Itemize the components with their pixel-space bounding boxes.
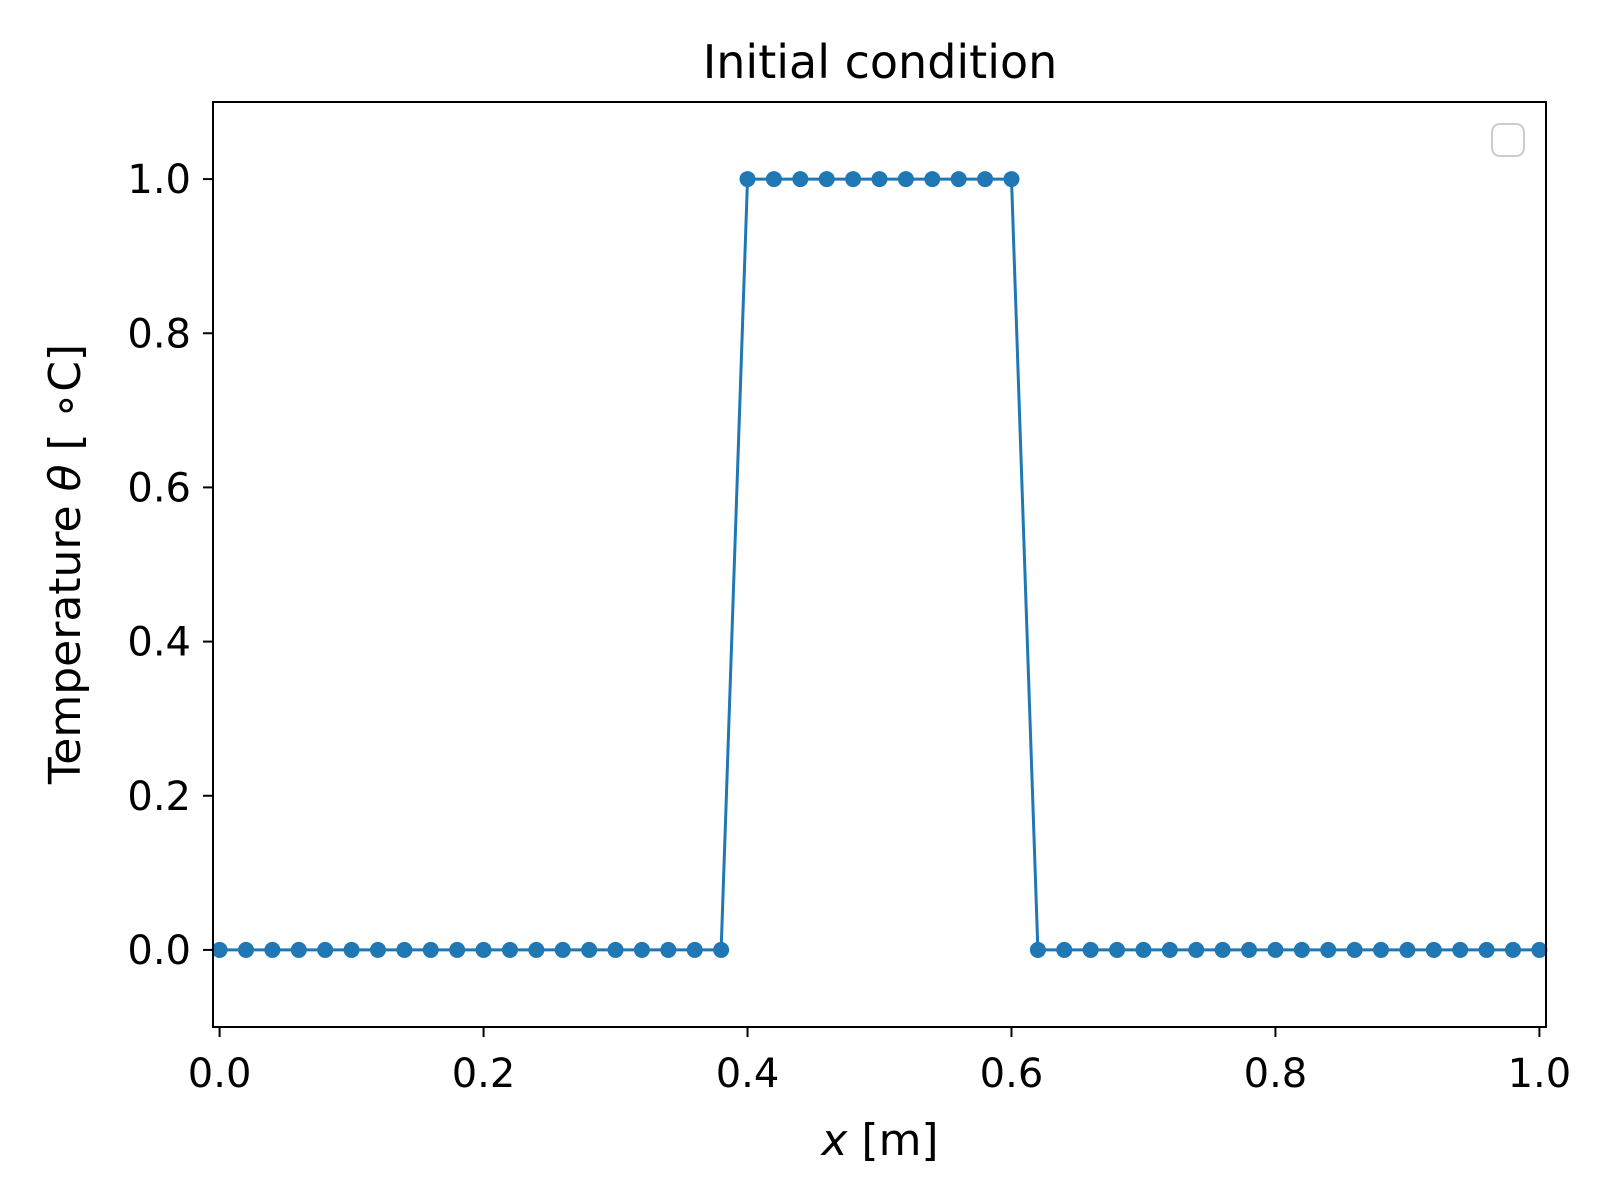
y-tick-label: 0.8 (127, 311, 191, 357)
data-point (317, 941, 334, 958)
x-axis-variable: x (819, 1115, 848, 1166)
data-point (1452, 941, 1469, 958)
data-point (1135, 941, 1152, 958)
y-tick-label: 0.4 (127, 620, 191, 666)
data-point (396, 941, 413, 958)
y-tick-label: 0.2 (127, 774, 191, 820)
data-point (713, 941, 730, 958)
data-point (369, 941, 386, 958)
data-point (1188, 941, 1205, 958)
data-point (501, 941, 518, 958)
data-point (237, 941, 254, 958)
data-point (924, 171, 941, 188)
x-tick-label: 0.0 (188, 1051, 252, 1097)
data-point (818, 171, 835, 188)
x-tick-label: 0.8 (1244, 1051, 1308, 1097)
data-point (264, 941, 281, 958)
data-point (977, 171, 994, 188)
data-point (1478, 941, 1495, 958)
y-axis-prefix: Temperature (40, 491, 91, 785)
chart-title: Initial condition (703, 35, 1058, 89)
data-point (1056, 941, 1073, 958)
series-layer (211, 171, 1548, 958)
data-point (1346, 941, 1363, 958)
data-point (449, 941, 466, 958)
data-point (475, 941, 492, 958)
legend-box (1491, 123, 1525, 157)
y-axis-unit: [ ∘C] (40, 344, 91, 465)
data-point (1109, 941, 1126, 958)
data-point (739, 171, 756, 188)
data-point (1320, 941, 1337, 958)
data-point (897, 171, 914, 188)
y-axis: 0.0 0.2 0.4 0.6 0.8 1.0 (127, 157, 213, 974)
data-point (1241, 941, 1258, 958)
data-point (1267, 941, 1284, 958)
y-tick-label: 0.0 (127, 928, 191, 974)
data-point (211, 941, 228, 958)
data-point (1293, 941, 1310, 958)
x-tick-label: 0.6 (980, 1051, 1044, 1097)
data-point (686, 941, 703, 958)
data-point (871, 171, 888, 188)
data-point (1399, 941, 1416, 958)
plot-area (211, 101, 1548, 1028)
data-point (1082, 941, 1099, 958)
data-point (290, 941, 307, 958)
data-point (581, 941, 598, 958)
x-axis-title: x [m] (819, 1115, 938, 1166)
x-tick-label: 0.2 (452, 1051, 516, 1097)
data-point (1003, 171, 1020, 188)
y-axis-variable: θ (40, 464, 91, 491)
y-tick-label: 0.6 (127, 465, 191, 511)
data-point (950, 171, 967, 188)
data-point (792, 171, 809, 188)
x-axis: 0.0 0.2 0.4 0.6 0.8 1.0 (188, 1027, 1571, 1097)
data-point (528, 941, 545, 958)
data-point (1505, 941, 1522, 958)
data-point (1531, 941, 1548, 958)
data-point (660, 941, 677, 958)
data-point (1161, 941, 1178, 958)
y-axis-title: Temperature θ [ ∘C] (40, 344, 91, 785)
data-point (1214, 941, 1231, 958)
data-point (607, 941, 624, 958)
x-tick-label: 0.4 (716, 1051, 780, 1097)
data-point (343, 941, 360, 958)
y-tick-label: 1.0 (127, 157, 191, 203)
data-point (554, 941, 571, 958)
data-point (422, 941, 439, 958)
x-tick-label: 1.0 (1508, 1051, 1572, 1097)
data-point (845, 171, 862, 188)
axes-frame (212, 101, 1547, 1028)
x-axis-unit: [m] (847, 1115, 938, 1166)
data-point (1425, 941, 1442, 958)
data-point (633, 941, 650, 958)
data-point (1373, 941, 1390, 958)
data-point (765, 171, 782, 188)
data-point (1029, 941, 1046, 958)
